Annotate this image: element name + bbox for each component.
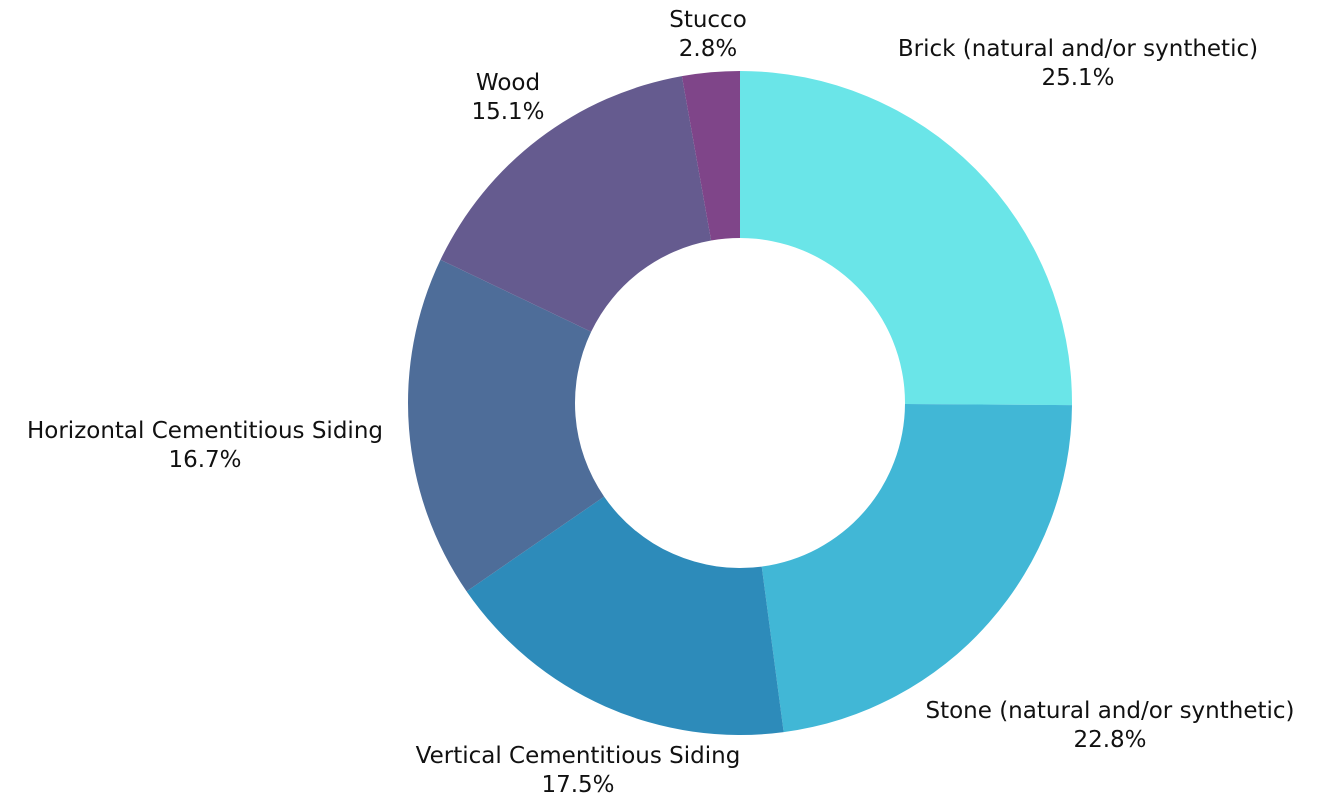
slice-label: Stone (natural and/or synthetic) bbox=[925, 698, 1294, 724]
slice-stone-natural-and-or-synthetic bbox=[761, 404, 1072, 733]
slice-value-label: 17.5% bbox=[541, 772, 614, 798]
slice-stucco bbox=[681, 71, 740, 241]
donut-slices bbox=[408, 71, 1072, 735]
slice-value-label: 16.7% bbox=[168, 447, 241, 473]
slice-labels: Brick (natural and/or synthetic) 25.1% Sto… bbox=[27, 7, 1295, 798]
slice-brick-natural-and-or-synthetic bbox=[740, 71, 1072, 406]
slice-horizontal-cementitious-siding bbox=[408, 259, 605, 592]
slice-label: Stucco bbox=[669, 7, 747, 33]
slice-label: Vertical Cementitious Siding bbox=[416, 743, 741, 769]
slice-label: Wood bbox=[476, 70, 540, 96]
slice-vertical-cementitious-siding bbox=[466, 496, 784, 735]
slice-wood bbox=[440, 76, 712, 332]
slice-label: Brick (natural and/or synthetic) bbox=[898, 36, 1258, 62]
slice-value-label: 25.1% bbox=[1041, 65, 1114, 91]
slice-label: Horizontal Cementitious Siding bbox=[27, 418, 383, 444]
slice-value-label: 15.1% bbox=[471, 99, 544, 125]
slice-value-label: 2.8% bbox=[679, 36, 737, 62]
slice-value-label: 22.8% bbox=[1073, 727, 1146, 753]
